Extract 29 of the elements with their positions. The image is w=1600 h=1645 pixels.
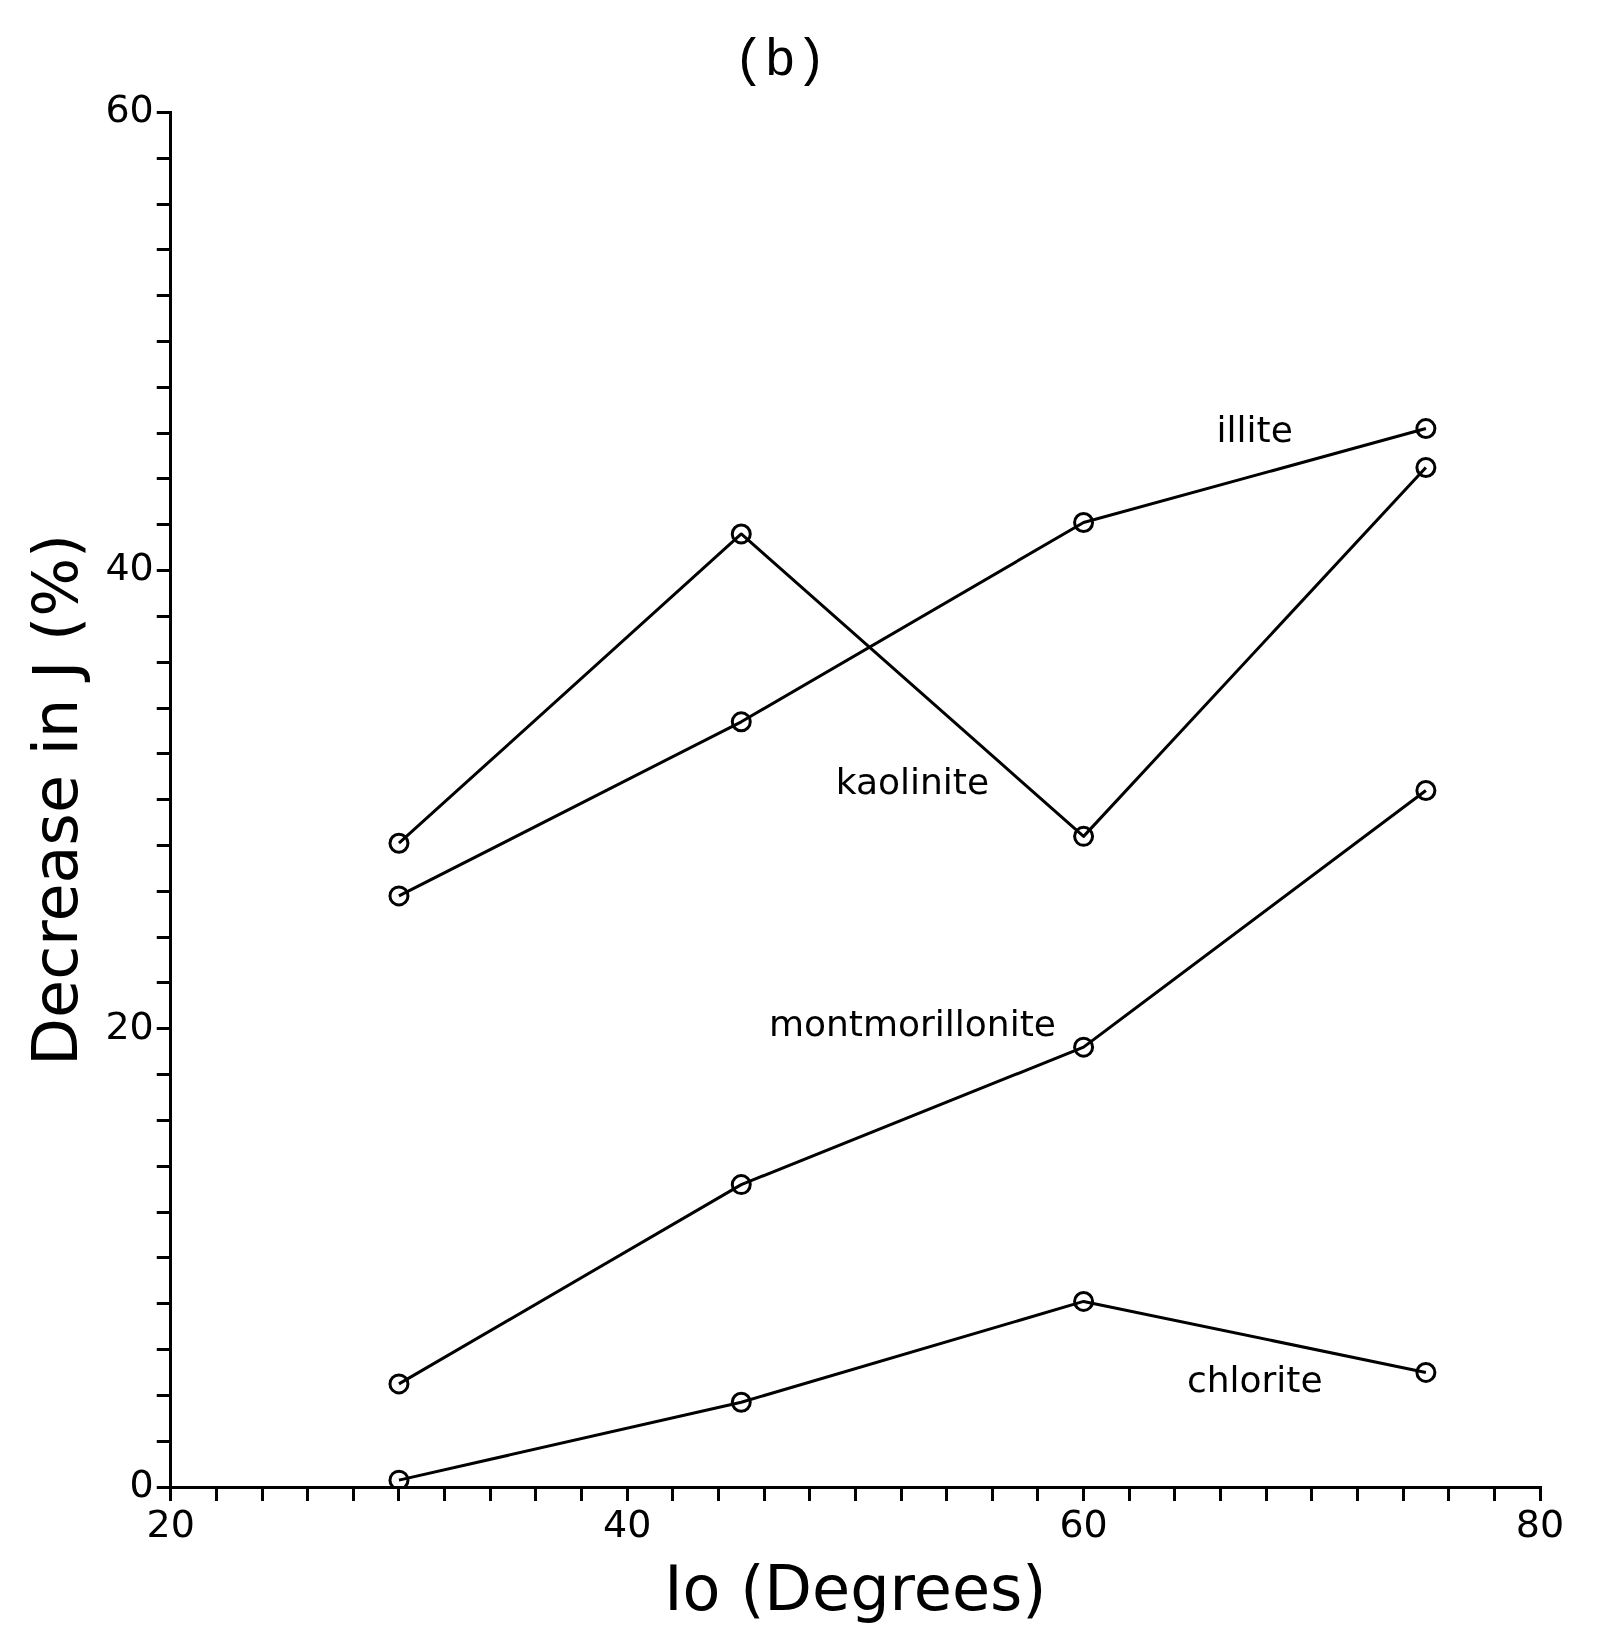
y-tick-label: 40 xyxy=(105,545,154,590)
series-label: illite xyxy=(1216,409,1293,451)
y-tick-label: 20 xyxy=(105,1003,154,1048)
series-label: chlorite xyxy=(1186,1359,1323,1401)
series-label: kaolinite xyxy=(835,761,990,803)
point xyxy=(1073,511,1095,533)
point xyxy=(388,832,410,854)
point xyxy=(1415,1361,1437,1383)
x-tick-label: 40 xyxy=(602,1501,652,1546)
point xyxy=(1073,1036,1095,1058)
chart-title: (b) xyxy=(733,31,827,91)
x-tick-label: 80 xyxy=(1515,1501,1565,1546)
point xyxy=(1415,418,1437,440)
point xyxy=(730,711,752,733)
y-axis-title: Decrease in J (%) xyxy=(19,533,93,1066)
point xyxy=(1415,457,1437,479)
point xyxy=(730,1391,752,1413)
point xyxy=(388,885,410,907)
point xyxy=(730,1174,752,1196)
series-label: montmorillonite xyxy=(768,1002,1056,1044)
point xyxy=(1073,825,1095,847)
point xyxy=(1415,780,1437,802)
y-tick-label: 60 xyxy=(105,87,154,132)
point xyxy=(1073,1290,1095,1312)
x-axis-title: Io (Degrees) xyxy=(664,1551,1047,1625)
point xyxy=(730,523,752,545)
x-tick-label: 60 xyxy=(1059,1501,1108,1546)
point xyxy=(388,1469,410,1487)
point xyxy=(388,1373,410,1395)
